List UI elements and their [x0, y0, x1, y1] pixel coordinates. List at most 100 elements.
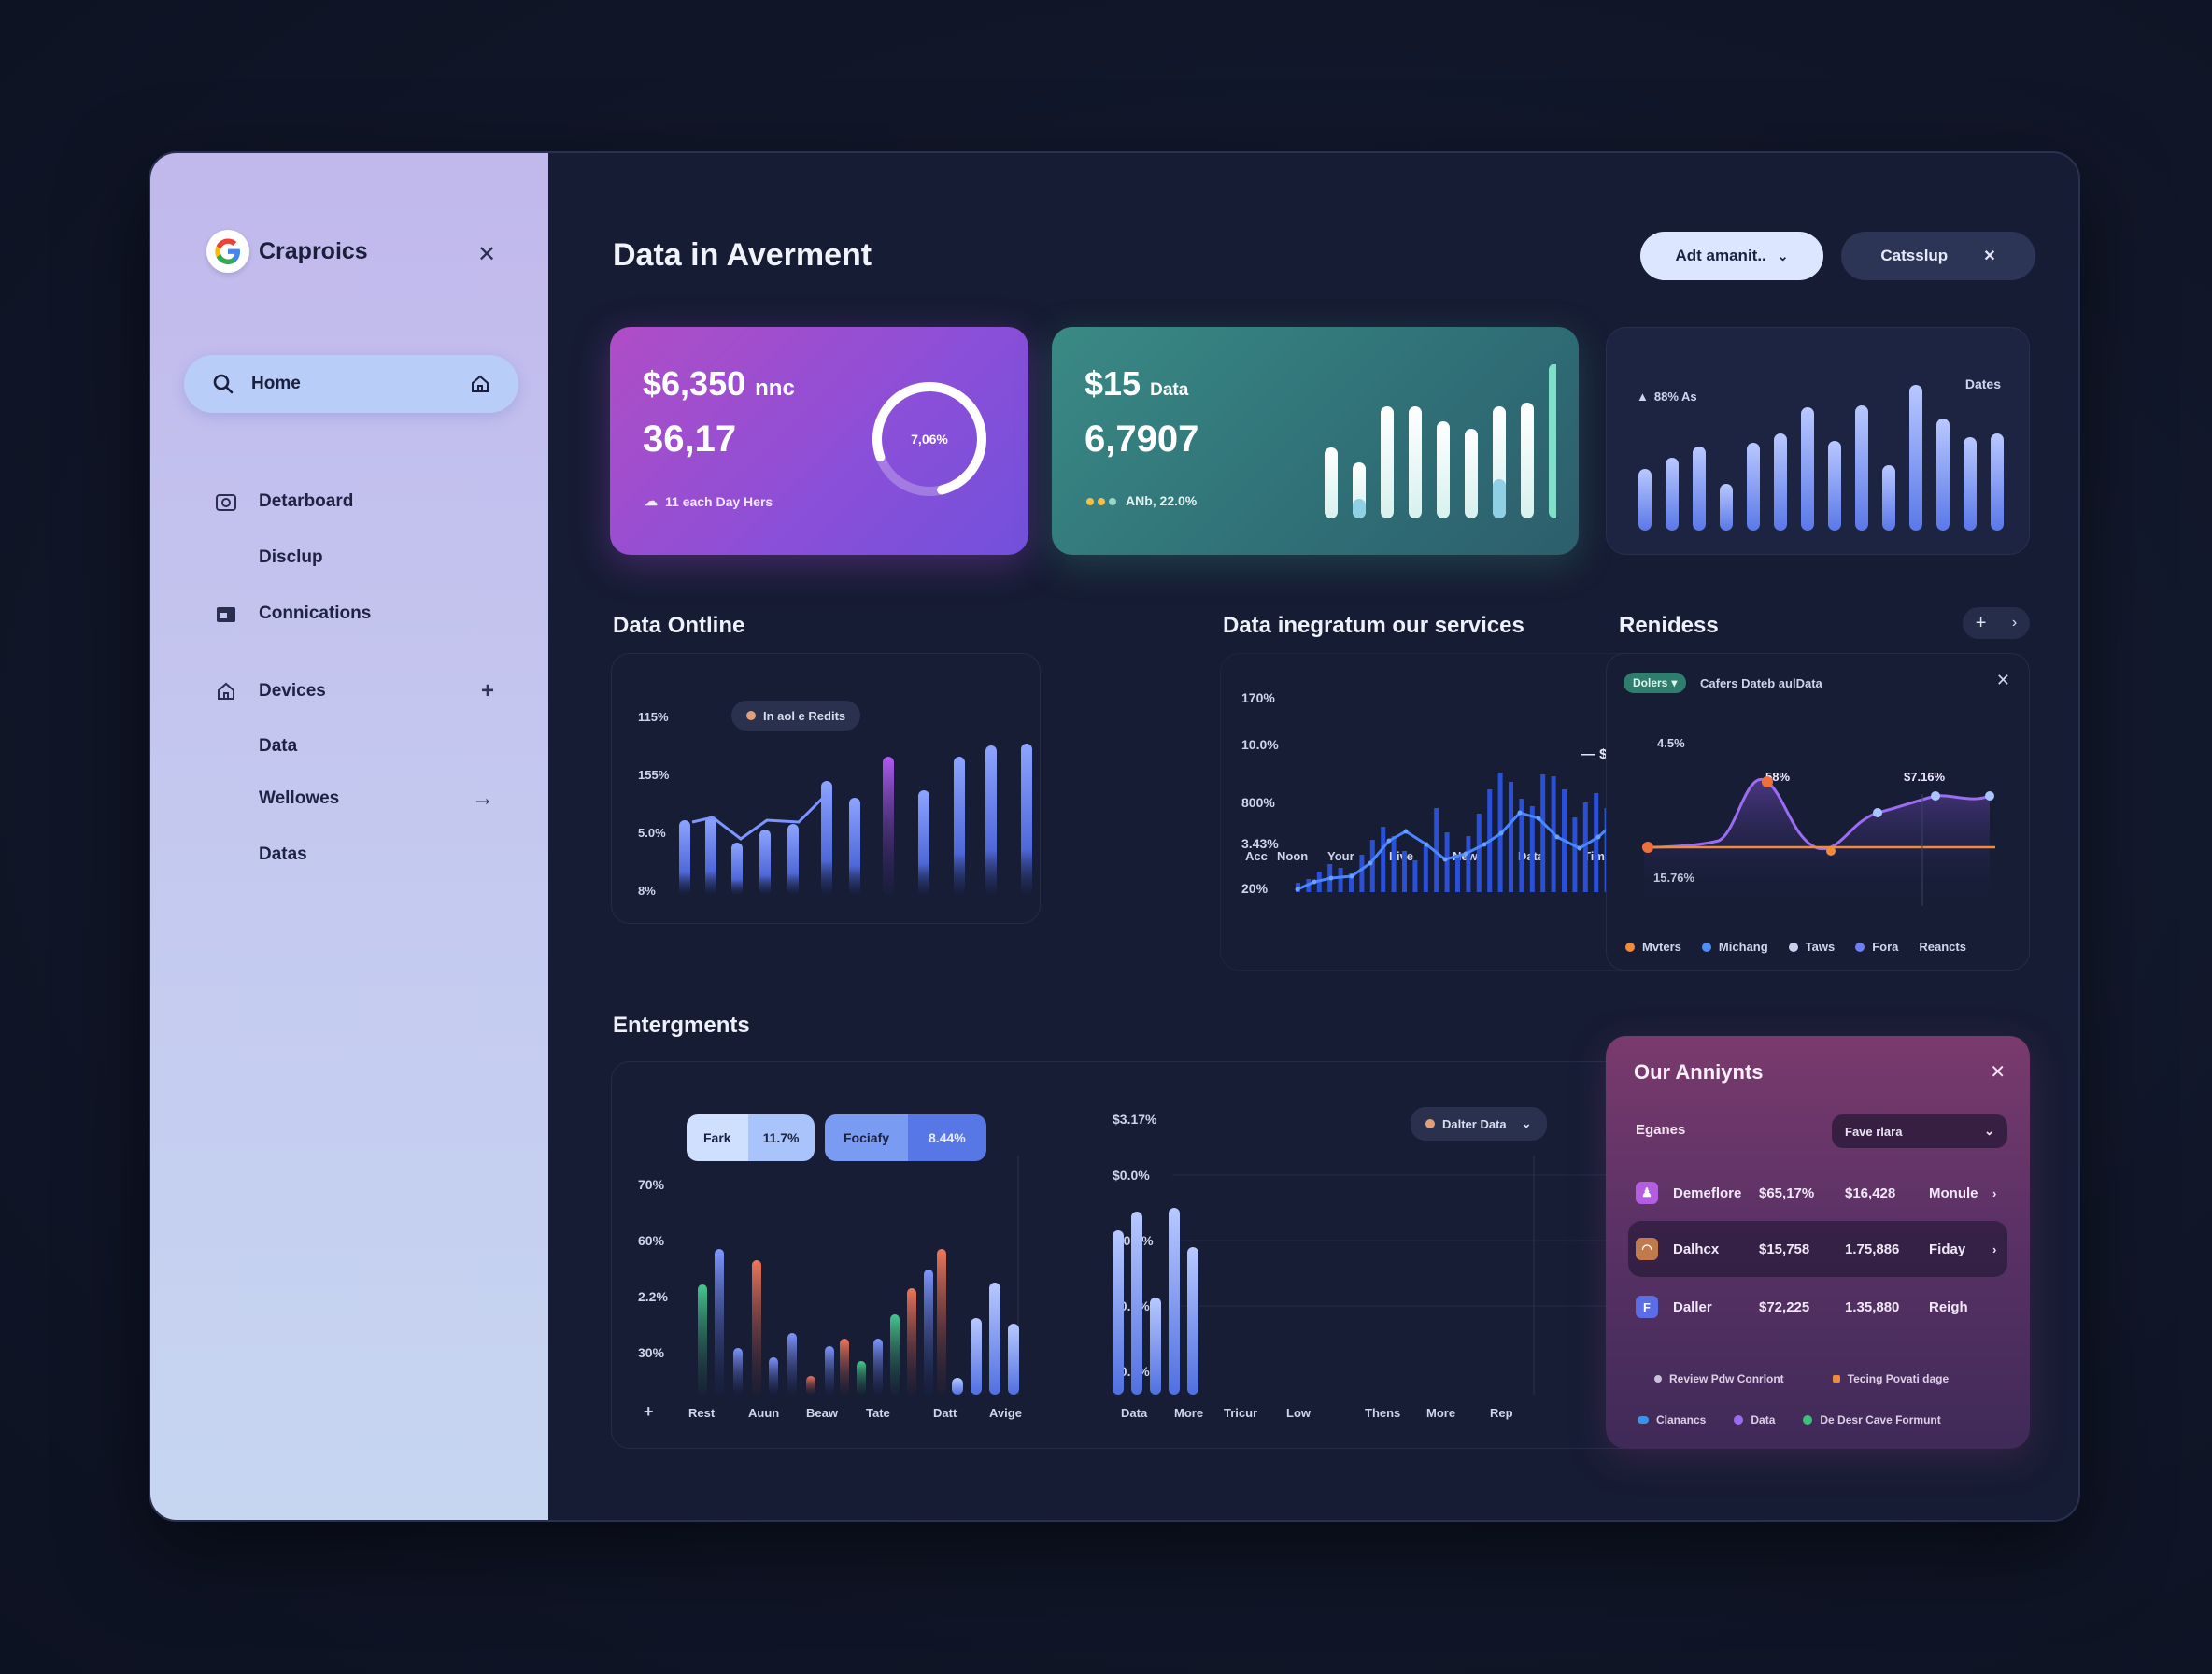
renidess-controls: + ›: [1963, 607, 2030, 639]
sidebar-item-wellowes[interactable]: Wellowes →: [214, 786, 494, 811]
sidebar-item-datas[interactable]: Datas: [214, 843, 494, 867]
kpi-bar: [1693, 447, 1706, 531]
x-tick-label: Avige: [989, 1406, 1022, 1420]
x-tick-label: Thens: [1365, 1406, 1400, 1420]
panel-title-online: Data Ontline: [613, 613, 745, 638]
y-tick-label: $3.17%: [1113, 1112, 1157, 1127]
kpi-bar: [1720, 484, 1733, 531]
catsslup-button[interactable]: Catsslup ✕: [1841, 232, 2035, 280]
close-icon[interactable]: ✕: [1995, 671, 2010, 689]
close-sidebar-icon[interactable]: ✕: [477, 242, 497, 267]
services-point: [1482, 842, 1487, 847]
renidess-point: [1931, 791, 1940, 801]
analyst-card: Our Anniynts ✕ Eganes Fave rlara ⌄ ♟ Dem…: [1606, 1036, 2030, 1449]
services-point: [1498, 830, 1504, 836]
online-chip[interactable]: In aol e Redits: [731, 701, 861, 731]
online-bar: [918, 790, 929, 895]
sidebar-item-detarboard[interactable]: Detarboard: [214, 489, 494, 514]
plus-icon[interactable]: +: [480, 678, 494, 703]
renidess-line: [1643, 777, 1991, 851]
entergments-bar-charts: 70% 60% 2.2% 30% + Rest Auun Beaw Tate Datt Avige $…: [638, 1112, 1705, 1421]
chevron-right-icon[interactable]: ›: [1992, 1185, 1997, 1200]
value-label: $7.16%: [1904, 770, 1946, 784]
camera-icon: [214, 489, 238, 514]
analyst-row[interactable]: ◠ Dalhcx $15,758 1.75,886 Fiday ›: [1628, 1221, 2007, 1277]
online-bar: [1021, 744, 1032, 895]
search-icon: [213, 374, 234, 394]
renidess-line-chart: 4.5%58%$7.16%15.76%: [1642, 736, 1995, 906]
x-tick-label: Rep: [1490, 1406, 1513, 1420]
analyst-row[interactable]: F Daller $72,225 1.35,880 Reigh: [1628, 1279, 2007, 1335]
kpi-bar: [1774, 433, 1787, 531]
donut-arc: [872, 382, 986, 496]
kpi-bar: [1882, 465, 1895, 531]
entergments-right-bar: [1131, 1212, 1142, 1395]
kpi-bar-chart: [1638, 385, 2004, 531]
arrow-right-icon[interactable]: →: [472, 786, 494, 811]
sidebar-item-devices[interactable]: Devices +: [214, 678, 494, 703]
kpi-bar: [1409, 406, 1422, 518]
services-point: [1536, 816, 1541, 821]
dalter-data-dropdown[interactable]: Dalter Data ⌄: [1411, 1107, 1547, 1141]
folder-icon: [214, 602, 238, 626]
analyst-row[interactable]: ♟ Demeflore $65,17% $16,428 Monule ›: [1628, 1165, 2007, 1221]
close-icon[interactable]: ✕: [1990, 1062, 2006, 1083]
chevron-right-icon[interactable]: ›: [1992, 1241, 1997, 1256]
kpi-bar: [1855, 405, 1868, 531]
services-point: [1295, 887, 1300, 892]
add-dropdown-label: Adt amanit..: [1675, 247, 1766, 264]
value-label: 4.5%: [1657, 736, 1685, 750]
entergments-bar: [924, 1270, 933, 1395]
tab-fark[interactable]: Fark 11.7%: [687, 1114, 815, 1161]
panel-title-services: Data inegratum our services: [1223, 613, 1524, 638]
entergments-right-bar: [1187, 1247, 1198, 1395]
kpi-bar: [1936, 418, 1950, 531]
sidebar-item-disclup[interactable]: Disclup: [214, 546, 494, 570]
kpi-footnote: ☁ 11 each Day Hers: [645, 493, 773, 509]
services-bar: [1434, 808, 1439, 892]
legend-item: Michang: [1701, 940, 1768, 954]
services-bar: [1359, 855, 1365, 892]
flame-icon: ▲: [1637, 390, 1649, 404]
add-dropdown-button[interactable]: Adt amanit.. ⌄: [1640, 232, 1823, 280]
x-tick-label: More: [1174, 1406, 1203, 1420]
y-tick-label: 3.43%: [1241, 836, 1279, 851]
sidebar-item-data[interactable]: Data: [214, 734, 494, 759]
entergments-bar: [715, 1249, 724, 1395]
sidebar-item-connications[interactable]: Connications: [214, 602, 494, 626]
face-icon: ◠: [1636, 1238, 1658, 1260]
online-bar: [849, 798, 860, 895]
y-tick-label: 2.2%: [638, 1289, 668, 1304]
plus-icon[interactable]: +: [1975, 612, 1987, 633]
legend-item: De Desr Cave Formunt: [1803, 1413, 1941, 1426]
services-point: [1349, 873, 1354, 879]
brand: Craproics: [206, 230, 505, 273]
online-bar: [731, 843, 743, 895]
services-bar: [1455, 855, 1460, 892]
renidess-point: [1826, 846, 1836, 856]
chevron-right-icon[interactable]: ›: [2011, 615, 2018, 631]
sidebar-item-label: Disclup: [259, 547, 323, 567]
panel-title-renidess: Renidess: [1619, 613, 1719, 638]
x-tick-label: Low: [1286, 1406, 1312, 1420]
dolers-badge[interactable]: Dolers ▾: [1624, 673, 1687, 693]
letter-icon: F: [1636, 1296, 1658, 1318]
renidess-area: [1644, 779, 1990, 906]
x-tick-label: Datt: [933, 1406, 957, 1420]
services-point: [1577, 845, 1582, 851]
panel-entergments: Fark 11.7% Fociafy 8.44% Dalter Data ⌄ 7…: [611, 1061, 1724, 1449]
services-point: [1442, 857, 1448, 862]
close-icon[interactable]: ✕: [1983, 248, 1996, 264]
entergments-bar: [752, 1260, 761, 1395]
avatar: [1425, 1119, 1435, 1128]
donut-label: 7,06%: [911, 432, 948, 447]
sidebar-item-home[interactable]: Home: [184, 355, 518, 413]
filter-select[interactable]: Fave rlara ⌄: [1832, 1114, 2007, 1148]
kpi-bar: [1437, 421, 1450, 518]
x-tick-label: Data: [1121, 1406, 1148, 1420]
panel-online: In aol e Redits 115% 155% 5.0% 8%: [611, 653, 1041, 924]
services-bar: [1519, 799, 1524, 892]
tab-fociafy[interactable]: Fociafy 8.44%: [825, 1114, 986, 1161]
chevron-down-icon: ⌄: [1777, 248, 1789, 263]
kpi-bar: [1549, 364, 1556, 518]
